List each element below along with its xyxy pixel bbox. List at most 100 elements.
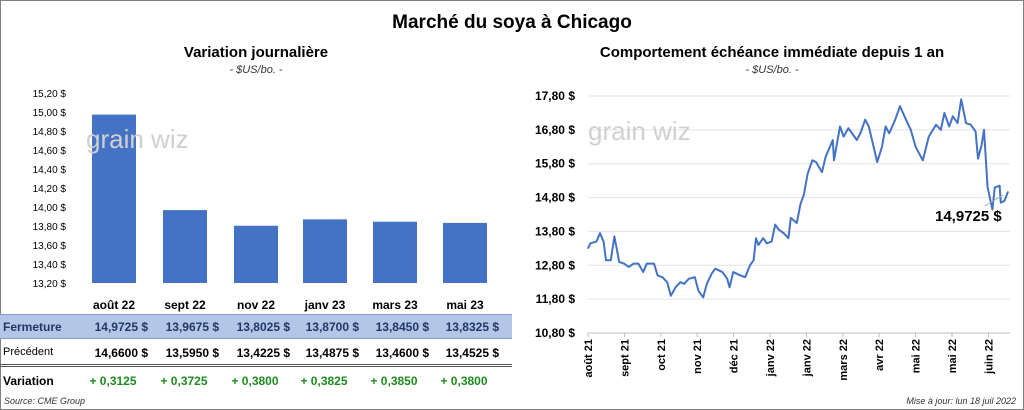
y-tick-label: 14,00 $ — [33, 203, 67, 214]
data-point — [744, 276, 746, 278]
data-point — [657, 274, 659, 277]
data-point — [739, 274, 742, 277]
data-point — [642, 271, 644, 273]
data-point — [994, 186, 996, 189]
data-point — [975, 130, 977, 133]
data-point — [762, 237, 764, 239]
x-tick-label: mai 22 — [947, 339, 959, 373]
table-cell: 14,6600 $ — [94, 346, 148, 360]
y-tick-label: 15,00 $ — [33, 108, 67, 119]
data-point — [757, 244, 760, 246]
data-point — [774, 224, 776, 226]
data-point — [753, 259, 755, 261]
data-point — [905, 119, 907, 121]
data-point — [711, 273, 713, 275]
data-point — [876, 161, 878, 163]
data-point — [832, 139, 834, 141]
data-point — [589, 242, 592, 244]
data-point — [885, 125, 887, 128]
data-point — [694, 276, 696, 278]
data-point — [683, 283, 685, 285]
x-tick-label: janv 23 — [304, 298, 346, 312]
data-point — [977, 158, 979, 160]
label-leader-line — [984, 194, 1004, 207]
data-point — [755, 237, 757, 239]
data-point — [613, 235, 616, 238]
table-cell: + 0,3825 — [300, 374, 348, 388]
data-point — [864, 119, 866, 121]
data-point — [928, 136, 930, 138]
data-point — [987, 186, 989, 189]
table-cell: 13,4600 $ — [375, 346, 429, 360]
data-point — [915, 146, 917, 148]
x-tick-label: janv 22 — [765, 339, 777, 377]
data-point — [952, 115, 954, 117]
row-label: Fermeture — [3, 320, 62, 334]
table-cell: 13,8025 $ — [236, 320, 290, 334]
data-point — [894, 119, 896, 121]
y-tick-label: 10,80 $ — [535, 326, 575, 340]
table-cell: 14,9725 $ — [94, 320, 148, 334]
x-tick-label: sept 22 — [164, 298, 206, 312]
y-tick-label: 13,80 $ — [535, 224, 575, 238]
x-tick-label: mars 22 — [838, 339, 850, 381]
data-point — [1007, 191, 1009, 193]
data-point — [726, 278, 728, 280]
data-point — [595, 240, 598, 243]
data-point — [873, 146, 875, 148]
data-point — [888, 132, 890, 134]
data-point — [666, 281, 668, 283]
y-tick-label: 12,80 $ — [535, 258, 575, 272]
x-tick-label: mai 23 — [446, 298, 484, 312]
bar — [443, 222, 487, 283]
data-point — [787, 237, 790, 239]
data-point — [859, 132, 862, 134]
table-cell: 13,5950 $ — [165, 346, 219, 360]
table-cell: 13,8700 $ — [305, 320, 359, 334]
page-title: Marché du soya à Chicago — [392, 12, 632, 33]
data-point — [628, 266, 630, 268]
data-point — [799, 203, 802, 205]
x-tick-label: janv 22 — [801, 339, 813, 377]
row-label: Variation — [3, 374, 54, 388]
x-tick-label: avr 22 — [874, 339, 886, 371]
data-point — [697, 290, 700, 292]
data-point — [1000, 202, 1002, 204]
data-point — [970, 124, 972, 126]
data-point — [881, 146, 883, 148]
data-point — [732, 271, 734, 273]
data-point — [803, 193, 805, 195]
data-point — [790, 217, 792, 219]
x-tick-label: mars 23 — [372, 298, 418, 312]
data-point — [653, 262, 655, 265]
data-point — [623, 262, 625, 265]
x-tick-label: déc 21 — [729, 339, 741, 373]
data-point — [843, 136, 845, 138]
y-tick-label: 14,40 $ — [33, 165, 67, 176]
data-point — [646, 262, 648, 265]
data-point — [670, 295, 672, 297]
data-point — [922, 159, 924, 161]
data-point — [661, 276, 664, 278]
data-point — [940, 129, 942, 131]
data-point — [599, 232, 601, 234]
data-point — [688, 278, 690, 280]
data-point — [821, 171, 823, 173]
table-cell: 13,4875 $ — [305, 346, 359, 360]
data-point — [868, 125, 870, 128]
bar — [163, 210, 207, 283]
table-row-variation: Variation + 0,3125 + 0,3725 + 0,3800 + 0,38… — [0, 369, 512, 393]
data-point — [815, 161, 817, 163]
table-cell: 13,8325 $ — [445, 320, 499, 334]
right-panel-title: Comportement échéance immédiate depuis 1… — [599, 44, 945, 61]
data-point — [1003, 200, 1006, 202]
source-note: Source: CME Group — [4, 396, 86, 406]
data-point — [610, 259, 612, 261]
row-label: Précédent — [3, 346, 54, 358]
data-point — [965, 122, 967, 124]
bar — [92, 114, 136, 283]
data-point — [729, 286, 731, 288]
table-cell: + 0,3800 — [440, 374, 488, 388]
bar — [303, 219, 347, 283]
right-panel-subtitle: - $US/bo. - — [745, 64, 799, 76]
